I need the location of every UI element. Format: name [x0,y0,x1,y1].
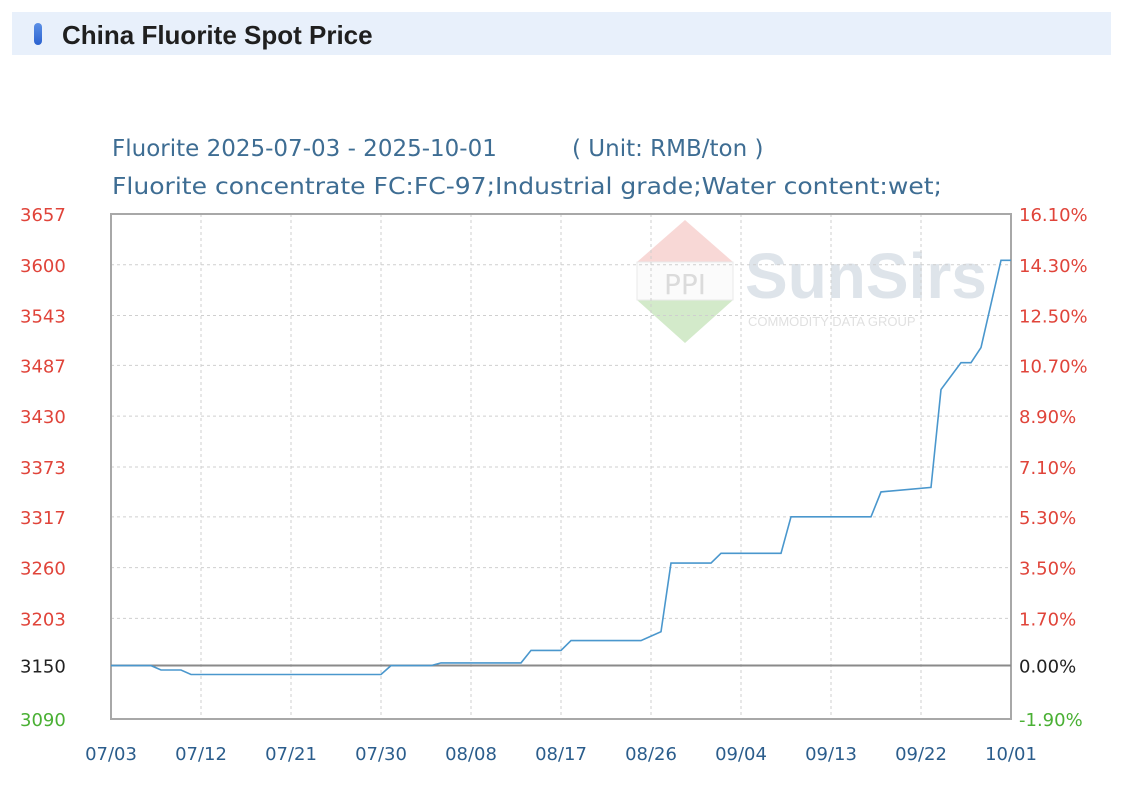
watermark-logo-bottom [637,300,733,343]
x-tick-label: 08/26 [625,744,677,765]
watermark-brand: SunSirs [745,240,987,312]
header-bar: China Fluorite Spot Price [12,12,1111,55]
x-tick-label: 09/13 [805,744,857,765]
x-axis: 07/03 07/12 07/21 07/30 08/08 08/17 08/26 09/04… [85,744,1037,765]
y-tick-label-left: 3260 [20,559,66,580]
y-tick-label-left: 3600 [20,256,66,277]
x-tick-label: 08/17 [535,744,587,765]
x-tick-label: 07/21 [265,744,317,765]
chart-subtitle: Fluorite concentrate FC:FC-97;Industrial… [112,174,942,200]
y-tick-label-right: 1.70% [1019,609,1076,630]
plot-frame [110,213,1012,720]
chart-unit: ( Unit: RMB/ton ) [572,136,763,162]
y-tick-label-right: 5.30% [1019,508,1076,529]
header-marker-icon [34,23,42,45]
x-tick-label: 09/04 [715,744,767,765]
x-tick-label: 10/01 [985,744,1037,765]
y-tick-label-right: 10.70% [1019,356,1088,377]
y-tick-label-left: 3487 [20,356,66,377]
y-axis-right: 16.10% 14.30% 12.50% 10.70% 8.90% 7.10% 5.30% 3… [1019,205,1088,731]
y-tick-label-right: 8.90% [1019,407,1076,428]
x-tick-label: 07/03 [85,744,137,765]
grid [111,214,1011,719]
y-tick-label-right: 16.10% [1019,205,1088,226]
watermark-tagline: COMMODITY DATA GROUP [748,314,916,329]
watermark-logo-text: PPI [664,268,706,301]
x-tick-label: 08/08 [445,744,497,765]
y-tick-label-left: 3317 [20,508,66,529]
y-tick-label-right: 0.00% [1019,657,1076,678]
y-tick-label-left: 3203 [20,609,66,630]
x-tick-label: 07/12 [175,744,227,765]
page-title: China Fluorite Spot Price [62,20,373,50]
y-tick-label-left: 3373 [20,458,66,479]
chart-title: Fluorite 2025-07-03 - 2025-10-01 [112,136,497,162]
x-tick-label: 07/30 [355,744,407,765]
y-tick-label-right: 3.50% [1019,559,1076,580]
y-axis-left: 3657 3600 3543 3487 3430 3373 3317 3260 3203 3150… [20,205,66,731]
x-tick-label: 09/22 [895,744,947,765]
price-series-line [111,259,1011,676]
y-tick-label-right: -1.90% [1019,710,1083,731]
watermark-logo-top [637,220,733,262]
y-tick-label-left: 3430 [20,407,66,428]
y-tick-label-right: 14.30% [1019,256,1088,277]
y-tick-label-right: 12.50% [1019,307,1088,328]
y-tick-label-left: 3657 [20,205,66,226]
y-tick-label-left: 3150 [20,657,66,678]
watermark-logo-band [636,261,734,301]
y-tick-label-left: 3090 [20,710,66,731]
watermark: PPI SunSirs COMMODITY DATA GROUP [636,220,987,343]
y-tick-label-left: 3543 [20,307,66,328]
y-tick-label-right: 7.10% [1019,458,1076,479]
